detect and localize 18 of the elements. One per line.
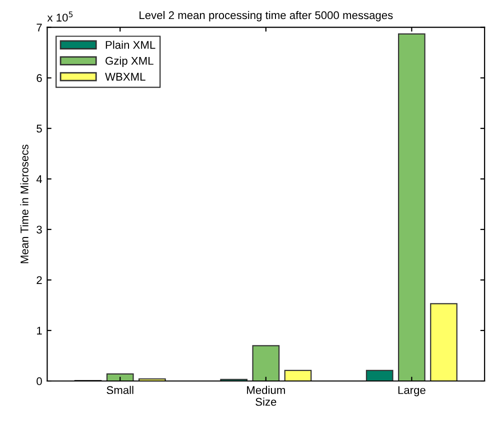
y-tick-label: 7: [36, 24, 42, 32]
y-tick-label: 1: [37, 326, 42, 335]
x-axis-title: Size: [256, 398, 276, 406]
x-tick-label: Small: [106, 386, 134, 394]
chart-title: Level 2 mean processing time after 5000 messages: [140, 10, 393, 22]
y-tick-label: 3: [36, 226, 42, 234]
legend-label: WBXML: [105, 72, 146, 81]
y-tick-label: 6: [36, 74, 42, 82]
y-tick-label: 0: [36, 377, 42, 386]
y-tick-label: 5: [36, 124, 42, 133]
x-tick-label: Large: [398, 386, 426, 396]
legend-label: Plain XML: [106, 40, 156, 49]
text: x 10$^{5}$: [47, 12, 73, 22]
y-tick-label: 4: [36, 175, 42, 183]
legend-label: Gzip XML: [106, 56, 154, 67]
y-axis-title: Mean Time in Microsecs: [20, 144, 28, 264]
x-tick-label: Medium: [247, 386, 285, 394]
y-tick-label: 2: [36, 276, 42, 284]
